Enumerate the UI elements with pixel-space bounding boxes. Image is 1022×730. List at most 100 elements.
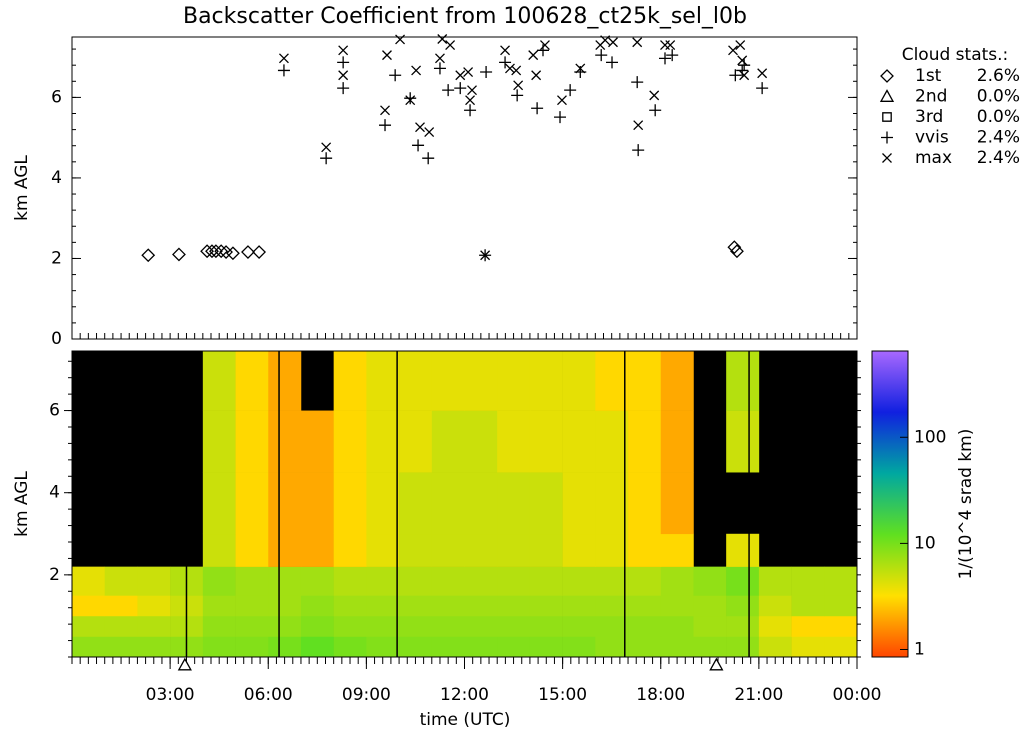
colorbar-label: 1/(10^4 srad km) [956, 429, 976, 580]
heatmap-cell [202, 566, 236, 596]
heatmap-cell [529, 533, 563, 567]
heatmap-cell [660, 410, 694, 473]
heatmap-cell [660, 615, 694, 637]
heatmap-cell [300, 410, 334, 473]
heatmap-cell [235, 533, 269, 567]
cloud-point [557, 95, 567, 106]
cloud-point [554, 111, 567, 124]
heatmap-cell [758, 595, 792, 617]
heatmap-cell [431, 595, 465, 617]
x-tick-label: 12:00 [440, 685, 489, 705]
triangle-marker [177, 657, 192, 671]
heatmap-cell [399, 566, 433, 596]
cloud-point [415, 122, 425, 133]
cloud-point [738, 59, 751, 72]
heatmap-cell [726, 410, 760, 473]
cloud-point [435, 53, 445, 64]
heatmap-cell [562, 615, 596, 637]
cloud-point [321, 142, 332, 153]
heatmap-cell [300, 615, 334, 637]
cloud-point [208, 244, 223, 259]
heatmap-cell [693, 636, 727, 658]
heatmap-cell [366, 351, 400, 411]
cloud-point [729, 69, 742, 82]
heatmap-cell [497, 472, 531, 535]
y-axis-label: km AGL [12, 155, 32, 221]
cloud-point [454, 82, 467, 95]
legend-stat: 0.0% [977, 87, 1020, 107]
heatmap-cell [268, 351, 302, 411]
cloud-point [564, 84, 577, 97]
cloud-point [665, 40, 676, 51]
heatmap-cell [660, 636, 694, 658]
y-tick-label: 2 [49, 565, 60, 585]
heatmap-cell [628, 636, 662, 658]
cloud-point [379, 119, 392, 132]
heatmap-cell [726, 533, 760, 567]
cloud-point [575, 63, 586, 74]
heatmap-cell [529, 615, 563, 637]
heatmap-cell [464, 472, 498, 535]
heatmap-cell [431, 472, 465, 535]
y-tick-label: 4 [49, 483, 60, 503]
cloud-point [528, 50, 539, 61]
cloud-point [736, 64, 749, 77]
heatmap-cell [824, 636, 858, 658]
cloud-point [252, 245, 267, 259]
y-tick-label: 2 [51, 248, 62, 268]
heatmap-cell [333, 615, 367, 637]
cloud-point [540, 40, 550, 51]
heatmap-cell [595, 615, 629, 637]
heatmap-cell [497, 636, 531, 658]
heatmap-cell [497, 595, 531, 617]
heatmap-cell [431, 615, 465, 637]
heatmap-cell [464, 615, 498, 637]
heatmap-cell [268, 533, 302, 567]
heatmap-cell [595, 533, 629, 567]
cloud-point [531, 70, 542, 81]
heatmap-cell [137, 566, 171, 596]
heatmap-cell [202, 615, 236, 637]
heatmap-cell [726, 615, 760, 637]
heatmap-cell [562, 472, 596, 535]
cloud-point [739, 70, 750, 81]
heatmap-cell [791, 566, 825, 596]
heatmap-cell [104, 636, 138, 658]
cloud-point [214, 244, 229, 259]
heatmap-cell [824, 595, 858, 617]
heatmap-cell [399, 595, 433, 617]
heatmap-cell [235, 636, 269, 658]
plot-frame [71, 36, 858, 340]
cloud-point [480, 250, 491, 261]
y-tick-label: 6 [49, 401, 60, 421]
cloud-point [737, 55, 748, 66]
heatmap-cell [726, 595, 760, 617]
cloud-point [442, 84, 455, 97]
x-tick-label: 06:00 [244, 685, 293, 705]
heatmap-cell [758, 566, 792, 596]
cloud-point [467, 85, 477, 96]
heatmap-cell [104, 615, 138, 637]
heatmap-cell [726, 566, 760, 596]
colorbar-tick-label: 100 [914, 427, 946, 447]
heatmap-cell [791, 636, 825, 658]
legend-label: max [915, 148, 952, 168]
heatmap-cell [104, 566, 138, 596]
cloud-point [505, 63, 515, 74]
legend-stat: 2.4% [977, 148, 1020, 168]
legend-marker [882, 153, 892, 163]
heatmap-cell [431, 566, 465, 596]
heatmap-cell [399, 615, 433, 637]
cloud-point [595, 49, 608, 62]
heatmap-cell [628, 351, 662, 411]
heatmap-cell [235, 472, 269, 535]
legend-label: 1st [915, 66, 942, 86]
heatmap-cell [791, 595, 825, 617]
legend-marker [880, 69, 894, 83]
heatmap-cell [268, 566, 302, 596]
heatmap-cell [366, 636, 400, 658]
heatmap-cell [366, 566, 400, 596]
heatmap-cell [366, 533, 400, 567]
heatmap-cell [660, 533, 694, 567]
heatmap-cell [72, 615, 106, 637]
